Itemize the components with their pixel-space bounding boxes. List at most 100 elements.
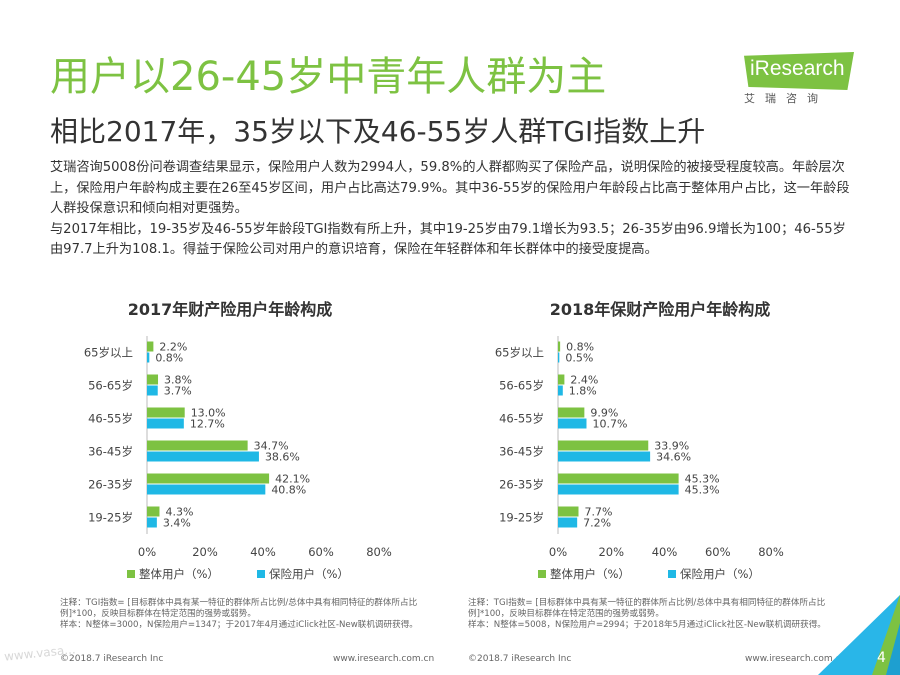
chart-2018-bar-insured — [558, 484, 679, 495]
chart-2017-x-tick-label: 40% — [250, 545, 276, 559]
intro-text: 艾瑞咨询5008份问卷调查结果显示，保险用户人数为2994人，59.8%的人群都… — [50, 158, 855, 261]
chart-2017-x-tick-label: 0% — [138, 545, 156, 559]
chart-2017-bar-overall — [147, 473, 270, 484]
chart-2018-category-label: 26-35岁 — [499, 478, 544, 492]
chart-2017-data-label: 12.7% — [190, 418, 225, 431]
chart-2017-svg: 65岁以上 2.2%0.8% 56-65岁 3.8%3.7% 46-55岁 13.0%12… — [84, 336, 392, 581]
note-left: 注释：TGI指数= [目标群体中具有某一特征的群体所占比例/总体中具有相同特征的… — [60, 598, 440, 631]
chart-2018-bar-insured — [558, 517, 578, 528]
chart-2018-category-label: 36-45岁 — [499, 445, 544, 459]
chart-2018-data-label: 0.8% — [566, 341, 594, 354]
chart-2017-x-tick-label: 20% — [192, 545, 218, 559]
chart-2018-x-tick-label: 80% — [758, 545, 784, 559]
chart-2018-bar-insured — [558, 451, 651, 462]
chart-2017-category-label: 56-65岁 — [88, 379, 133, 393]
chart-2017-x-tick-label: 80% — [366, 545, 392, 559]
note-line: 注释：TGI指数= [目标群体中具有某一特征的群体所占比例/总体中具有相同特征的… — [468, 598, 826, 619]
chart-2017-legend-label: 保险用户（%） — [269, 567, 349, 581]
chart-2017-legend-swatch — [257, 570, 265, 578]
chart-2018-bar-overall — [558, 341, 561, 352]
chart-2018-data-label: 2.4% — [570, 374, 598, 387]
page-number: 4 — [877, 650, 886, 666]
chart-2018-x-tick-label: 0% — [549, 545, 567, 559]
chart-2018-data-label: 7.7% — [585, 506, 613, 519]
chart-2017-bar-insured — [147, 385, 158, 396]
chart-2017-data-label: 38.6% — [265, 451, 300, 464]
chart-2017-bar-overall — [147, 506, 160, 517]
chart-2018-bar-overall — [558, 440, 649, 451]
chart-2017-category-label: 65岁以上 — [84, 346, 133, 360]
chart-2018-category-label: 19-25岁 — [499, 511, 544, 525]
chart-2017-data-label: 2.2% — [159, 341, 187, 354]
chart-2017-data-label: 34.7% — [254, 440, 289, 453]
chart-2017-bar-overall — [147, 341, 154, 352]
footer-copyright-right: ©2018.7 iResearch Inc — [468, 654, 572, 664]
intro-paragraph-2: 与2017年相比，19-35岁及46-55岁年龄段TGI指数有所上升，其中19-… — [50, 221, 846, 258]
chart-2018-bar-overall — [558, 407, 585, 418]
chart-2017-data-label: 40.8% — [271, 484, 306, 497]
chart-2017-x-tick-label: 60% — [308, 545, 334, 559]
chart-2018-data-label: 7.2% — [583, 517, 611, 530]
chart-2017-data-label: 3.4% — [163, 517, 191, 530]
chart-2018-data-label: 33.9% — [654, 440, 689, 453]
chart-2018-data-label: 9.9% — [590, 407, 618, 420]
chart-2018-data-label: 0.5% — [565, 352, 593, 365]
chart-2018-category-label: 65岁以上 — [495, 346, 544, 360]
note-line: 样本：N整体=3000，N保险用户=1347；于2017年4月通过iClick社… — [60, 620, 418, 630]
chart-2018-legend-swatch — [668, 570, 676, 578]
chart-2017-data-label: 3.7% — [164, 385, 192, 398]
chart-2018-data-label: 45.3% — [685, 484, 720, 497]
chart-2018-data-label: 1.8% — [569, 385, 597, 398]
chart-2018-category-label: 56-65岁 — [499, 379, 544, 393]
chart-2018-bar-insured — [558, 352, 560, 363]
note-line: 样本：N整体=5008，N保险用户=2994；于2018年5月通过iClick社… — [468, 620, 826, 630]
footer-url-right[interactable]: www.iresearch.com.cn — [745, 654, 847, 664]
logo-name: iResearch — [750, 57, 845, 80]
chart-2018-x-tick-label: 20% — [598, 545, 624, 559]
chart-2017: 2017年财产险用户年龄构成 65岁以上 2.2% 0.8% 56-65岁 3.8% 3.… — [60, 296, 440, 586]
corner-decoration-icon — [818, 595, 900, 675]
chart-2017-category-label: 46-55岁 — [88, 412, 133, 426]
chart-2018-data-label: 34.6% — [656, 451, 691, 464]
chart-2018-legend-label: 保险用户（%） — [680, 567, 760, 581]
footer-copyright-left: ©2018.7 iResearch Inc — [60, 654, 164, 664]
logo-shape-icon — [744, 52, 854, 90]
iresearch-logo: iResearch 艾瑞咨询 — [744, 48, 864, 106]
chart-2017-legend-label: 整体用户（%） — [139, 567, 219, 581]
chart-2018-x-tick-label: 40% — [652, 545, 678, 559]
chart-2018-bar-insured — [558, 418, 587, 429]
chart-2018-bar-overall — [558, 506, 579, 517]
chart-2017-bar-overall — [147, 374, 159, 385]
chart-2018-legend-swatch — [538, 570, 546, 578]
chart-2017-legend-swatch — [127, 570, 135, 578]
chart-2017-data-label: 3.8% — [164, 374, 192, 387]
logo-subtitle: 艾瑞咨询 — [744, 92, 828, 105]
chart-2018-bar-insured — [558, 385, 563, 396]
chart-title-2018: 2018年保财产险用户年龄构成 — [549, 300, 771, 319]
chart-2017-bar-overall — [147, 440, 248, 451]
chart-2017-bar-overall — [147, 407, 185, 418]
chart-2017-bar-insured — [147, 451, 259, 462]
chart-2017-data-label: 42.1% — [275, 473, 310, 486]
chart-2017-data-label: 0.8% — [155, 352, 183, 365]
chart-2017-bar-insured — [147, 352, 150, 363]
chart-2017-bar-insured — [147, 484, 266, 495]
chart-2018-category-label: 46-55岁 — [499, 412, 544, 426]
chart-title-2017: 2017年财产险用户年龄构成 — [127, 300, 333, 319]
chart-2018-svg: 65岁以上 0.8%0.5% 56-65岁 2.4%1.8% 46-55岁 9.9%10.… — [495, 336, 784, 581]
chart-2017-category-label: 36-45岁 — [88, 445, 133, 459]
chart-2018-bar-overall — [558, 374, 565, 385]
chart-2017-bar-insured — [147, 517, 157, 528]
footer-url-left[interactable]: www.iresearch.com.cn — [333, 654, 435, 664]
chart-2018: 2018年保财产险用户年龄构成 65岁以上 0.8% 0.5% 56-65岁 2.4% 1… — [470, 296, 850, 586]
chart-2017-data-label: 13.0% — [191, 407, 226, 420]
chart-2018-data-label: 10.7% — [592, 418, 627, 431]
chart-2017-category-label: 26-35岁 — [88, 478, 133, 492]
chart-2018-legend-label: 整体用户（%） — [550, 567, 630, 581]
intro-paragraph-1: 艾瑞咨询5008份问卷调查结果显示，保险用户人数为2994人，59.8%的人群都… — [50, 160, 850, 216]
chart-2018-x-tick-label: 60% — [705, 545, 731, 559]
page-title: 用户以26-45岁中青年人群为主 — [50, 54, 607, 100]
chart-2017-bar-insured — [147, 418, 184, 429]
chart-2017-data-label: 4.3% — [165, 506, 193, 519]
chart-2018-data-label: 45.3% — [685, 473, 720, 486]
